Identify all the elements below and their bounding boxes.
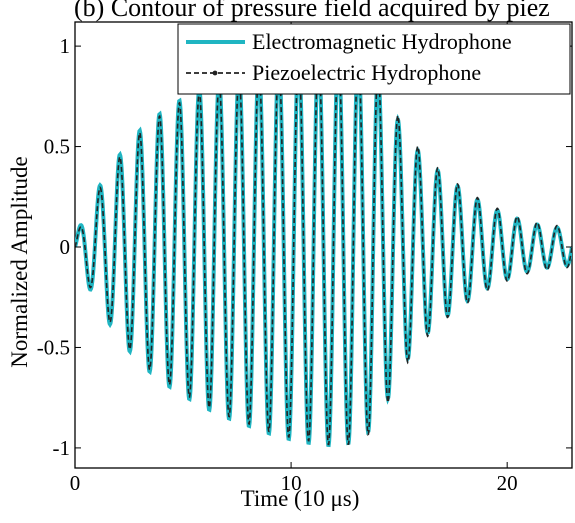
- y-tick-label: 0: [60, 235, 71, 259]
- x-tick-label: 10: [281, 471, 302, 495]
- series-line-piezoelectric: [75, 48, 572, 446]
- y-tick-label: 1: [60, 34, 71, 58]
- series-layer: [75, 46, 572, 448]
- legend-label-piezoelectric: Piezoelectric Hydrophone: [252, 60, 481, 85]
- x-tick-label: 0: [70, 471, 81, 495]
- legend-box: [177, 23, 571, 95]
- y-axis-label: Normalized Amplitude: [7, 156, 32, 367]
- x-axis-label: Time (10 μs): [241, 486, 360, 511]
- legend-label-electromagnetic: Electromagnetic Hydrophone: [252, 29, 512, 54]
- tick-layer: 0 10 20 -1 -0.5 0 0.5 1: [37, 22, 572, 495]
- figure-title-clipped: (b) Contour of pressure field acquired b…: [74, 0, 550, 22]
- y-tick-label: -1: [53, 436, 71, 460]
- x-tick-label: 20: [497, 471, 518, 495]
- legend: Electromagnetic Hydrophone Piezoelectric…: [177, 23, 571, 95]
- y-tick-label: -0.5: [37, 335, 70, 359]
- legend-marker-piezoelectric: [212, 70, 218, 76]
- y-tick-label: 0.5: [44, 135, 70, 159]
